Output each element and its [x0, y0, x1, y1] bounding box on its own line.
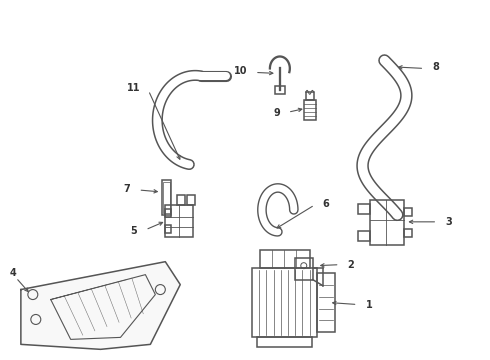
Bar [165, 205, 193, 237]
Text: 11: 11 [127, 84, 141, 93]
Text: 10: 10 [234, 67, 247, 76]
Polygon shape [21, 262, 180, 349]
Bar [252, 268, 317, 337]
Bar [187, 195, 195, 205]
Bar [404, 229, 413, 237]
Bar [306, 92, 314, 100]
Text: 3: 3 [445, 217, 452, 227]
Text: 2: 2 [347, 260, 354, 270]
Text: 4: 4 [10, 267, 17, 278]
Bar [317, 273, 335, 332]
Bar [295, 258, 313, 280]
Bar [162, 180, 171, 215]
Bar [165, 209, 172, 217]
Bar [358, 231, 369, 241]
Bar [177, 195, 185, 205]
Text: 1: 1 [366, 300, 372, 310]
Bar [257, 337, 312, 347]
Bar [275, 86, 285, 94]
Bar [304, 100, 316, 120]
Text: 6: 6 [323, 199, 329, 209]
Text: 9: 9 [273, 108, 280, 118]
Text: 8: 8 [432, 62, 439, 72]
Text: 7: 7 [123, 184, 130, 194]
Bar [369, 200, 404, 245]
Bar [404, 208, 413, 216]
Bar [165, 225, 172, 233]
Text: 5: 5 [131, 226, 137, 236]
Bar [163, 182, 171, 213]
Bar [260, 250, 310, 268]
Bar [358, 204, 369, 214]
